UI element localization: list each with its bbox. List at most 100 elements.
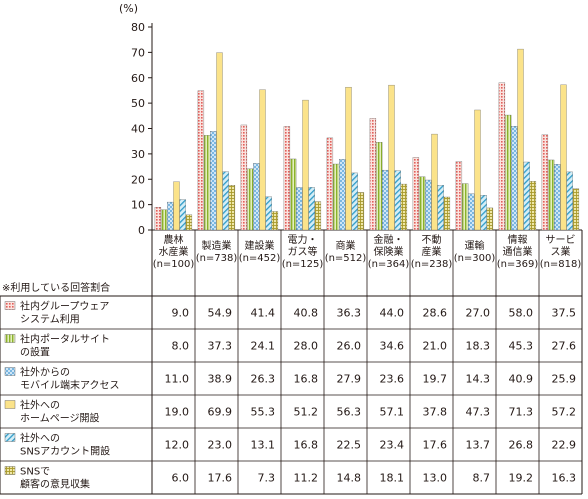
table-cell-value: 51.2: [294, 406, 319, 419]
bar: [412, 157, 420, 231]
bar: [443, 196, 451, 231]
legend-label: モバイル端末アクセス: [20, 379, 120, 392]
bar: [339, 159, 346, 231]
y-tick-label: 10: [131, 199, 145, 212]
category-label: 金融・: [374, 233, 404, 246]
category-label: (n=238): [411, 259, 453, 270]
bar: [437, 185, 444, 231]
bar: [271, 211, 279, 231]
bar: [179, 199, 186, 231]
bar: [382, 169, 389, 231]
table-cell-value: 57.2: [552, 406, 577, 419]
legend-swatch: [4, 433, 16, 442]
category-label: 電力・: [288, 233, 318, 246]
category-label: ス業: [551, 245, 571, 258]
bar: [357, 192, 365, 231]
category-label: 農林: [164, 233, 184, 246]
category-label: 不動: [422, 233, 442, 246]
table-cell-value: 37.8: [423, 406, 448, 419]
bar: [566, 171, 573, 231]
bar: [185, 214, 193, 231]
legend-label: 社外への: [20, 432, 60, 445]
bar: [541, 134, 549, 231]
table-cell-value: 17.6: [208, 472, 233, 485]
table-cell-value: 34.6: [380, 340, 405, 353]
table-cell-value: 9.0: [172, 307, 190, 320]
legend-label: SNSアカウント開設: [20, 445, 110, 458]
table-cell-value: 19.2: [509, 472, 534, 485]
legend-swatch: [4, 301, 16, 310]
table-cell-value: 14.8: [337, 472, 362, 485]
table-cell-value: 37.3: [208, 340, 233, 353]
category-label: 産業: [422, 245, 442, 258]
table-cell-value: 56.3: [337, 406, 362, 419]
legend-swatch: [4, 367, 16, 376]
table-cell-value: 7.3: [258, 472, 276, 485]
table-cell-value: 19.7: [423, 373, 448, 386]
bar: [167, 201, 174, 231]
bar: [400, 183, 408, 231]
table-cell-value: 6.0: [172, 472, 190, 485]
table-cell-value: 8.0: [172, 340, 190, 353]
table-cell-value: 37.5: [552, 307, 577, 320]
bar: [388, 84, 395, 231]
table-cell-value: 13.1: [251, 439, 276, 452]
table-cell-value: 24.1: [251, 340, 276, 353]
table-cell-value: 17.6: [423, 439, 448, 452]
legend-label: SNSで: [20, 467, 50, 478]
table-cell-value: 55.3: [251, 406, 276, 419]
bar: [332, 163, 340, 231]
table-cell-value: 54.9: [208, 307, 233, 320]
table-cell-value: 71.3: [509, 406, 534, 419]
category-label: 水産業: [159, 245, 189, 258]
bar: [474, 109, 481, 231]
table-cell-value: 26.0: [337, 340, 362, 353]
legend-swatch: [4, 400, 16, 409]
table-cell-value: 27.6: [552, 340, 577, 353]
bar: [554, 164, 561, 231]
bar: [228, 185, 236, 231]
bar: [523, 161, 530, 231]
y-tick-label: 0: [138, 224, 145, 237]
bar: [154, 207, 162, 231]
bar: [461, 183, 469, 231]
bar: [253, 163, 260, 231]
bar: [468, 193, 475, 231]
table-cell-value: 40.8: [294, 307, 319, 320]
bar: [259, 89, 266, 231]
bar: [197, 90, 205, 231]
bar: [498, 82, 506, 231]
table-cell-value: 26.3: [251, 373, 276, 386]
table-cell-value: 47.3: [466, 406, 491, 419]
table-cell-value: 8.7: [473, 472, 491, 485]
bar: [203, 135, 211, 231]
table-cell-value: 22.9: [552, 439, 577, 452]
table-cell-value: 18.3: [466, 340, 491, 353]
table-cell-value: 58.0: [509, 307, 534, 320]
legend-label: 社外からの: [20, 366, 70, 379]
category-label: (n=300): [454, 253, 496, 264]
category-label: 運輸: [465, 239, 485, 252]
legend-label: 社内グループウェア: [20, 300, 109, 313]
bar: [517, 48, 524, 231]
bar: [529, 181, 537, 231]
table-cell-value: 41.4: [251, 307, 276, 320]
bar: [547, 159, 555, 231]
category-label: 保険業: [374, 245, 404, 258]
table-header-note: ※利用している回答割合: [2, 281, 110, 294]
bar: [455, 161, 463, 231]
table-cell-value: 18.1: [380, 472, 405, 485]
category-label: (n=818): [540, 259, 582, 270]
table-cell-value: 28.0: [294, 340, 319, 353]
bar: [308, 187, 315, 231]
bar: [431, 133, 438, 231]
legend-label: システム利用: [20, 314, 80, 326]
bar: [302, 99, 309, 231]
bar: [160, 209, 168, 231]
y-tick-label: 50: [131, 97, 145, 110]
table-cell-value: 25.9: [552, 373, 577, 386]
legend-swatch: [4, 334, 16, 343]
legend-label: 顧客の意見収集: [20, 478, 90, 491]
category-label: 通信業: [503, 245, 533, 258]
